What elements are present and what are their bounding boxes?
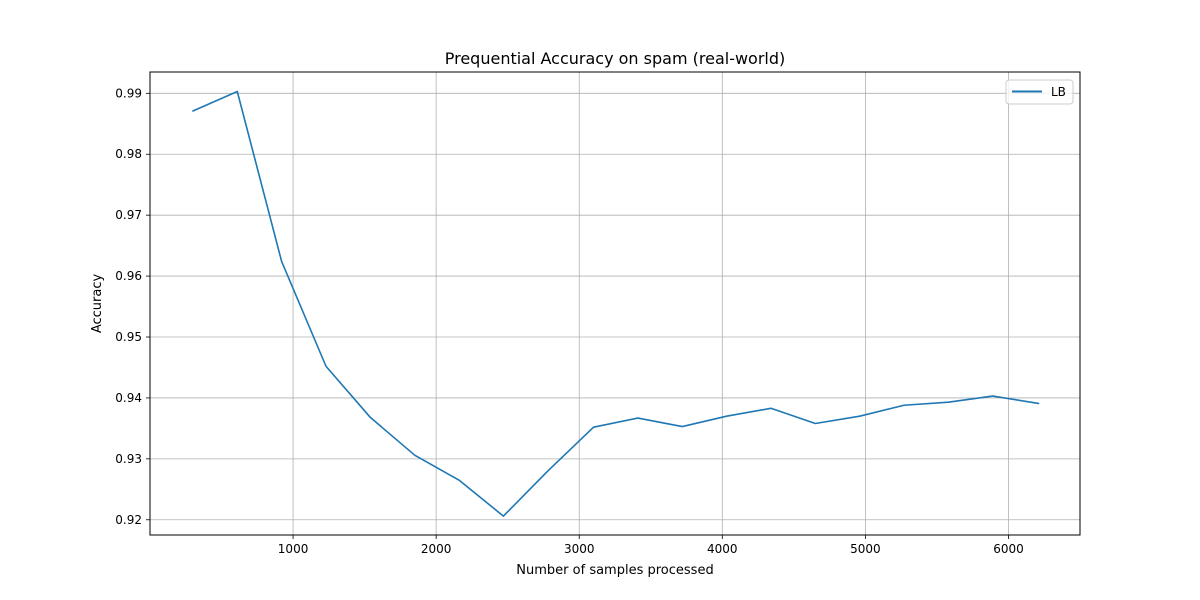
y-tick-label: 0.96 (115, 269, 142, 283)
x-tick-label: 4000 (707, 542, 738, 556)
series-line-lb (192, 90, 1040, 517)
legend-label-lb: LB (1051, 85, 1066, 99)
y-tick-label: 0.99 (115, 86, 142, 100)
axis-ticks: 1000 2000 3000 4000 5000 6000 0.92 0.93 0.94 0.95… (115, 86, 1023, 556)
x-tick-label: 2000 (421, 542, 452, 556)
y-tick-label: 0.95 (115, 330, 142, 344)
x-axis-label: Number of samples processed (516, 563, 713, 578)
grid-lines (150, 72, 1080, 535)
y-axis-label: Accuracy (90, 274, 105, 334)
series-layer (192, 90, 1040, 517)
chart-title: Prequential Accuracy on spam (real-world… (445, 49, 786, 68)
x-tick-label: 3000 (564, 542, 595, 556)
plot-area-frame (149, 71, 1081, 536)
y-tick-label: 0.92 (115, 513, 142, 527)
x-tick-label: 6000 (993, 542, 1024, 556)
y-tick-label: 0.94 (115, 391, 142, 405)
legend: LB (1005, 79, 1074, 105)
y-tick-label: 0.98 (115, 147, 142, 161)
x-tick-label: 5000 (850, 542, 881, 556)
y-tick-label: 0.93 (115, 452, 142, 466)
x-tick-label: 1000 (278, 542, 309, 556)
y-tick-label: 0.97 (115, 208, 142, 222)
